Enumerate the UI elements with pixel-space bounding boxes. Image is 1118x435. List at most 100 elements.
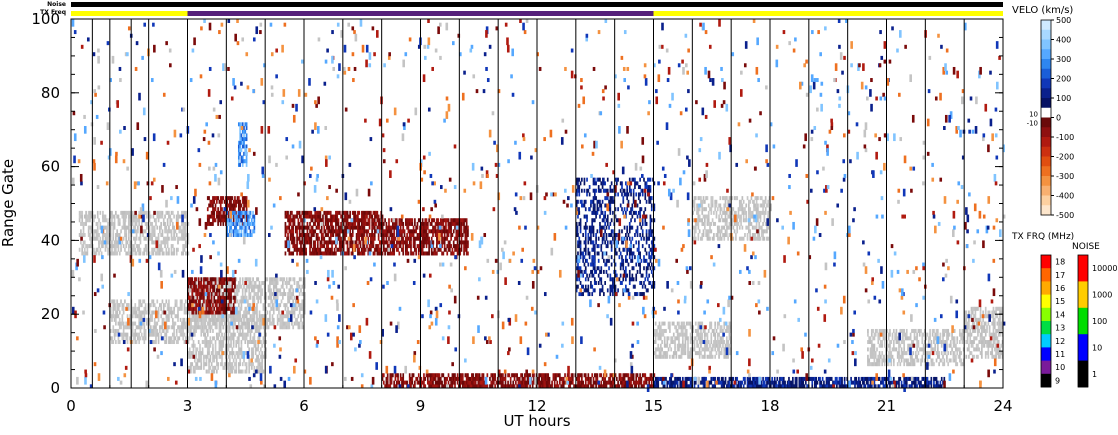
patch-cell <box>692 325 695 330</box>
patch-cell <box>725 325 728 330</box>
patch-cell <box>309 214 311 219</box>
patch-cell <box>305 251 307 256</box>
patch-cell <box>895 336 898 341</box>
patch-cell <box>305 210 307 215</box>
patch-cell <box>90 214 93 219</box>
patch-cell <box>161 240 164 245</box>
patch-cell <box>200 351 203 356</box>
patch-cell <box>346 225 349 230</box>
patch-cell <box>326 221 328 226</box>
patch-cell <box>305 233 307 238</box>
patch-cell <box>205 295 208 300</box>
patch-cell <box>187 340 190 345</box>
patch-cell <box>222 343 225 348</box>
patch-cell <box>359 244 362 249</box>
patch-cell <box>370 210 372 215</box>
patch-cell <box>209 340 212 345</box>
patch-cell <box>335 218 337 223</box>
patch-cell <box>869 340 872 345</box>
patch-cell <box>152 340 155 345</box>
patch-cell <box>294 303 297 308</box>
patch-cell <box>719 218 722 223</box>
patch-cell <box>221 354 223 359</box>
patch-cell <box>206 292 209 297</box>
patch-cell <box>935 332 938 337</box>
patch-cell <box>204 321 207 326</box>
patch-cell <box>193 325 196 330</box>
patch-cell <box>978 328 981 333</box>
patch-cell <box>181 210 183 215</box>
patch-cell <box>438 229 441 234</box>
patch-cell <box>728 351 731 356</box>
patch-cell <box>183 233 186 238</box>
patch-cell <box>907 358 909 363</box>
patch-cell <box>235 277 238 282</box>
patch-cell <box>254 340 257 345</box>
patch-cell <box>301 240 304 245</box>
patch-cell <box>696 221 698 226</box>
patch-cell <box>240 284 243 289</box>
patch-cell <box>707 210 710 215</box>
patch-cell <box>226 351 229 356</box>
patch-cell <box>237 310 240 315</box>
patch-cell <box>697 321 700 326</box>
patch-cell <box>170 310 173 315</box>
patch-cell <box>85 218 87 223</box>
patch-cell <box>149 303 152 308</box>
patch-cell <box>732 207 735 212</box>
patch-cell <box>275 295 278 300</box>
patch-cell <box>148 251 151 256</box>
patch-cell <box>87 244 90 249</box>
patch-cell <box>936 328 939 333</box>
patch-cell <box>662 332 665 337</box>
patch-cell <box>406 247 408 252</box>
patch-cell <box>683 347 685 352</box>
patch-cell <box>912 328 915 333</box>
patch-cell <box>292 325 295 330</box>
patch-cell <box>279 325 282 330</box>
patch-cell <box>406 221 408 226</box>
patch-cell <box>244 277 247 282</box>
patch-cell <box>144 310 147 315</box>
patch-cell <box>192 347 195 352</box>
patch-cell <box>654 351 657 356</box>
patch-cell <box>951 347 953 352</box>
patch-cell <box>360 218 363 223</box>
patch-cell <box>256 328 258 333</box>
patch-cell <box>193 369 196 374</box>
patch-cell <box>179 332 182 337</box>
patch-cell <box>436 236 438 241</box>
patch-cell <box>183 214 186 219</box>
patch-cell <box>716 229 719 234</box>
patch-cell <box>349 225 351 230</box>
patch-cell <box>117 221 120 226</box>
patch-cell <box>244 314 247 319</box>
patch-cell <box>122 325 125 330</box>
patch-cell <box>351 244 354 249</box>
patch-cell <box>705 207 707 212</box>
patch-cell <box>257 295 260 300</box>
patch-cell <box>681 332 684 337</box>
patch-cell <box>990 340 992 345</box>
patch-cell <box>228 295 231 300</box>
patch-cell <box>719 229 722 234</box>
patch-cell <box>138 299 141 304</box>
patch-cell <box>313 244 315 249</box>
patch-cell <box>226 295 229 300</box>
patch-cell <box>905 332 908 337</box>
patch-cell <box>117 328 120 333</box>
patch-cell <box>245 299 248 304</box>
patch-cell <box>214 321 217 326</box>
patch-cell <box>905 328 908 333</box>
patch-cell <box>415 247 418 252</box>
patch-cell <box>209 288 212 293</box>
patch-cell <box>443 225 446 230</box>
patch-cell <box>195 292 197 297</box>
patch-cell <box>231 347 234 352</box>
patch-cell <box>239 369 241 374</box>
patch-cell <box>301 251 304 256</box>
patch-cell <box>868 362 871 367</box>
patch-cell <box>676 343 679 348</box>
patch-cell <box>326 244 328 249</box>
patch-cell <box>933 362 935 367</box>
